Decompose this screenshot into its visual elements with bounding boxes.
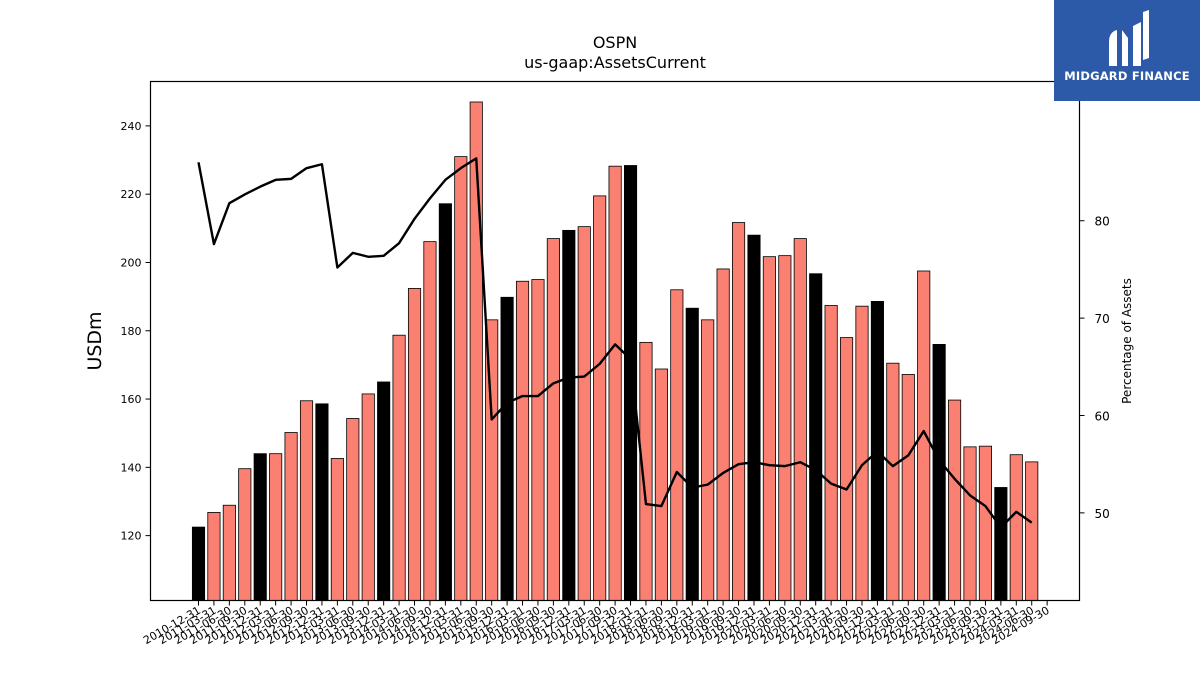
midgard-m-logo-icon: [1109, 10, 1149, 66]
right-tick-label: 80: [1095, 215, 1110, 229]
bar: [531, 279, 545, 601]
bar: [315, 403, 329, 601]
bar: [407, 288, 422, 601]
right-tick-label: 50: [1095, 507, 1110, 521]
bar: [546, 238, 560, 601]
bar: [284, 432, 298, 601]
bar: [762, 256, 776, 601]
right-axis-ticks: 50 60 70 80: [1079, 215, 1110, 521]
bar: [269, 453, 283, 601]
bar: [1009, 454, 1023, 601]
bar: [330, 458, 344, 601]
bar: [577, 226, 591, 601]
right-tick-label: 70: [1095, 312, 1110, 326]
bar: [361, 393, 375, 601]
bar: [454, 156, 468, 601]
bar: [500, 296, 514, 601]
bar: [222, 504, 236, 601]
bar: [701, 319, 715, 601]
bar: [901, 374, 915, 601]
bar: [963, 446, 977, 601]
bar: [978, 445, 992, 601]
bar: [948, 399, 962, 601]
chart-subtitle: us-gaap:AssetsCurrent: [524, 53, 706, 72]
bar: [191, 526, 206, 601]
bar: [824, 305, 838, 601]
bar: [732, 222, 746, 601]
left-tick-label: 200: [121, 256, 142, 269]
bar: [932, 344, 946, 601]
bar: [1025, 461, 1039, 601]
bar: [716, 268, 730, 601]
bar: [392, 334, 406, 601]
left-tick-label: 220: [121, 188, 142, 201]
percentage-line: [197, 157, 1033, 529]
right-tick-label: 60: [1095, 409, 1110, 423]
bar: [623, 165, 638, 601]
bar: [593, 195, 607, 601]
bar: [238, 468, 252, 601]
bar: [438, 203, 452, 601]
midgard-finance-logo: MIDGARD FINANCE: [1054, 0, 1200, 101]
bar: [793, 238, 807, 601]
left-tick-label: 180: [121, 325, 142, 338]
bar: [670, 289, 684, 601]
bar: [778, 255, 792, 601]
right-axis-label: Percentage of Assets: [1120, 278, 1134, 404]
bar: [346, 418, 360, 601]
bar: [608, 165, 622, 601]
bar: [377, 381, 391, 601]
left-tick-label: 160: [121, 393, 142, 406]
x-axis-ticks: 2010-12-312011-03-312011-06-302011-09-30…: [141, 600, 1052, 647]
logo-text: MIDGARD FINANCE: [1064, 69, 1190, 83]
left-axis-label: USDm: [84, 311, 106, 370]
bar: [747, 234, 761, 601]
bar: [299, 400, 314, 601]
bar: [515, 280, 530, 601]
bar: [423, 241, 437, 601]
left-tick-label: 140: [121, 461, 142, 474]
bar: [809, 273, 823, 601]
left-tick-label: 240: [121, 120, 142, 133]
bar: [840, 337, 854, 601]
bar: [685, 307, 699, 601]
bar: [994, 487, 1008, 601]
left-tick-label: 120: [121, 530, 142, 543]
bar: [253, 453, 267, 601]
bar: [855, 305, 869, 601]
bar: [886, 362, 900, 601]
bar: [654, 368, 668, 601]
left-axis-ticks: 120 140 160 180 200 220 240: [121, 120, 151, 543]
bar: [562, 229, 576, 601]
chart-title: OSPN: [593, 33, 637, 52]
bars: [191, 101, 1039, 601]
bar: [207, 512, 221, 601]
